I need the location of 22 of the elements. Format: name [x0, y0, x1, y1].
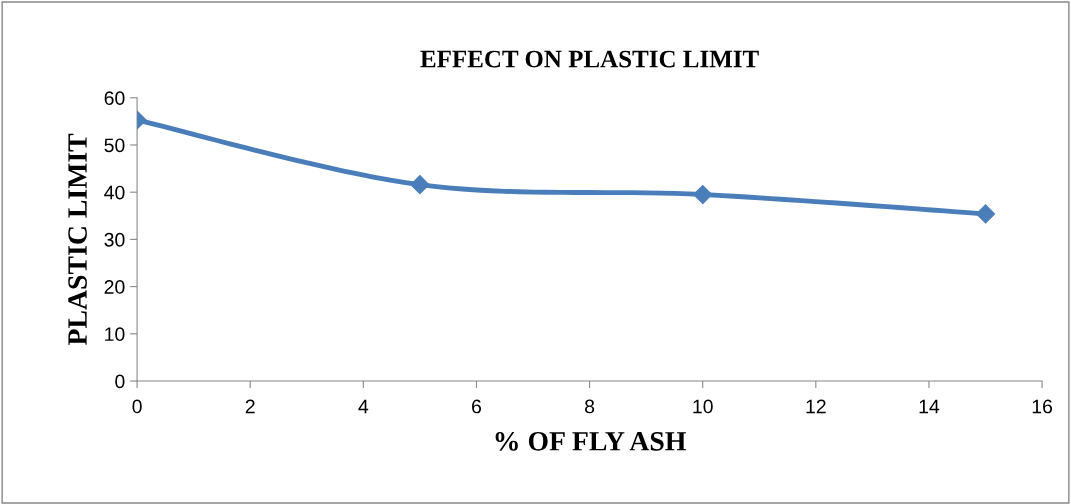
- x-tick-label: 4: [358, 399, 369, 414]
- y-tick-label: 40: [104, 185, 125, 200]
- point: [975, 204, 996, 224]
- chart-title: EFFECT ON PLASTIC LIMIT: [420, 50, 759, 68]
- x-axis-title: % OF FLY ASH: [495, 431, 686, 451]
- point: [693, 185, 713, 205]
- x-tick-label: 0: [132, 399, 142, 414]
- x-tick-label: 2: [245, 399, 255, 414]
- x-tick-label: 8: [585, 399, 595, 414]
- y-tick-label: 30: [104, 232, 125, 247]
- x-tick-label: 10: [693, 399, 713, 414]
- x-tick-label: 14: [919, 399, 940, 414]
- x-tick-label: 12: [806, 399, 826, 414]
- y-tick-label: 60: [104, 91, 125, 106]
- y-axis-title: PLASTIC LIMIT: [68, 133, 87, 346]
- y-tick-label: 50: [104, 138, 125, 153]
- y-tick-label: 20: [104, 280, 125, 294]
- x-tick-label: 6: [472, 399, 482, 414]
- point: [410, 175, 430, 195]
- x-tick-label: 16: [1032, 399, 1053, 414]
- y-tick-label: 0: [115, 374, 125, 389]
- y-tick-label: 10: [105, 327, 125, 342]
